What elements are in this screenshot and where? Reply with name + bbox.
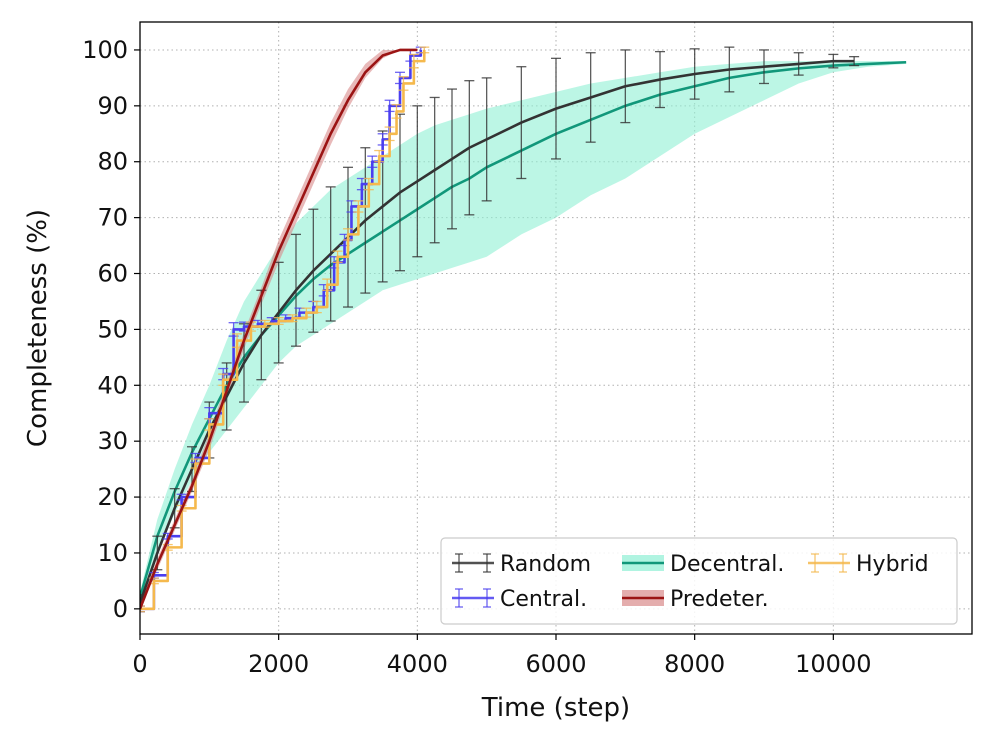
series-random-line [140,59,855,604]
grid [139,22,972,634]
legend-random-label: Random [500,552,591,577]
y-axis-label: Completeness (%) [23,209,53,447]
y-tick-label: 80 [97,148,128,176]
series-central-line [140,49,423,611]
y-tick-label: 90 [97,92,128,120]
y-tick-label: 30 [97,427,128,455]
legend-predeter-entry: Predeter. [622,587,769,612]
legend-decentral-entry: Decentral. [622,552,784,577]
y-tick-label: 10 [97,539,128,567]
legend-hybrid-entry: Hybrid [808,552,929,577]
y-tick-label: 0 [113,595,128,623]
y-tick-label: 50 [97,315,128,343]
lines [140,46,907,613]
legend-box [440,537,958,625]
series-predeter-line [140,48,418,610]
ticks: 0 2000 4000 6000 8000 10000 0 10 20 30 40 50 60 70 80 9… [82,36,871,678]
y-tick-label: 70 [97,204,128,232]
y-tick-label: 20 [97,483,128,511]
legend-central-label: Central. [500,587,587,612]
x-tick-label: 8000 [664,650,725,678]
x-tick-label: 2000 [248,650,309,678]
y-tick-label: 100 [82,36,128,64]
series-hybrid-line [140,49,426,611]
legend: Random Central. Decentral. Predeter. Hybrid [440,537,958,625]
x-tick-label: 0 [132,650,147,678]
bands [140,49,907,609]
y-tick-label: 40 [97,371,128,399]
legend-central-entry: Central. [452,587,587,612]
x-tick-label: 10000 [795,650,871,678]
legend-predeter-label: Predeter. [670,587,769,612]
legend-random-entry: Random [452,552,591,577]
legend-decentral-label: Decentral. [670,552,784,577]
x-tick-label: 4000 [387,650,448,678]
x-axis-label: Time (step) [481,693,630,723]
x-tick-label: 6000 [525,650,586,678]
legend-hybrid-label: Hybrid [856,552,929,577]
series-decentral-band [140,61,907,604]
y-tick-label: 60 [97,260,128,288]
